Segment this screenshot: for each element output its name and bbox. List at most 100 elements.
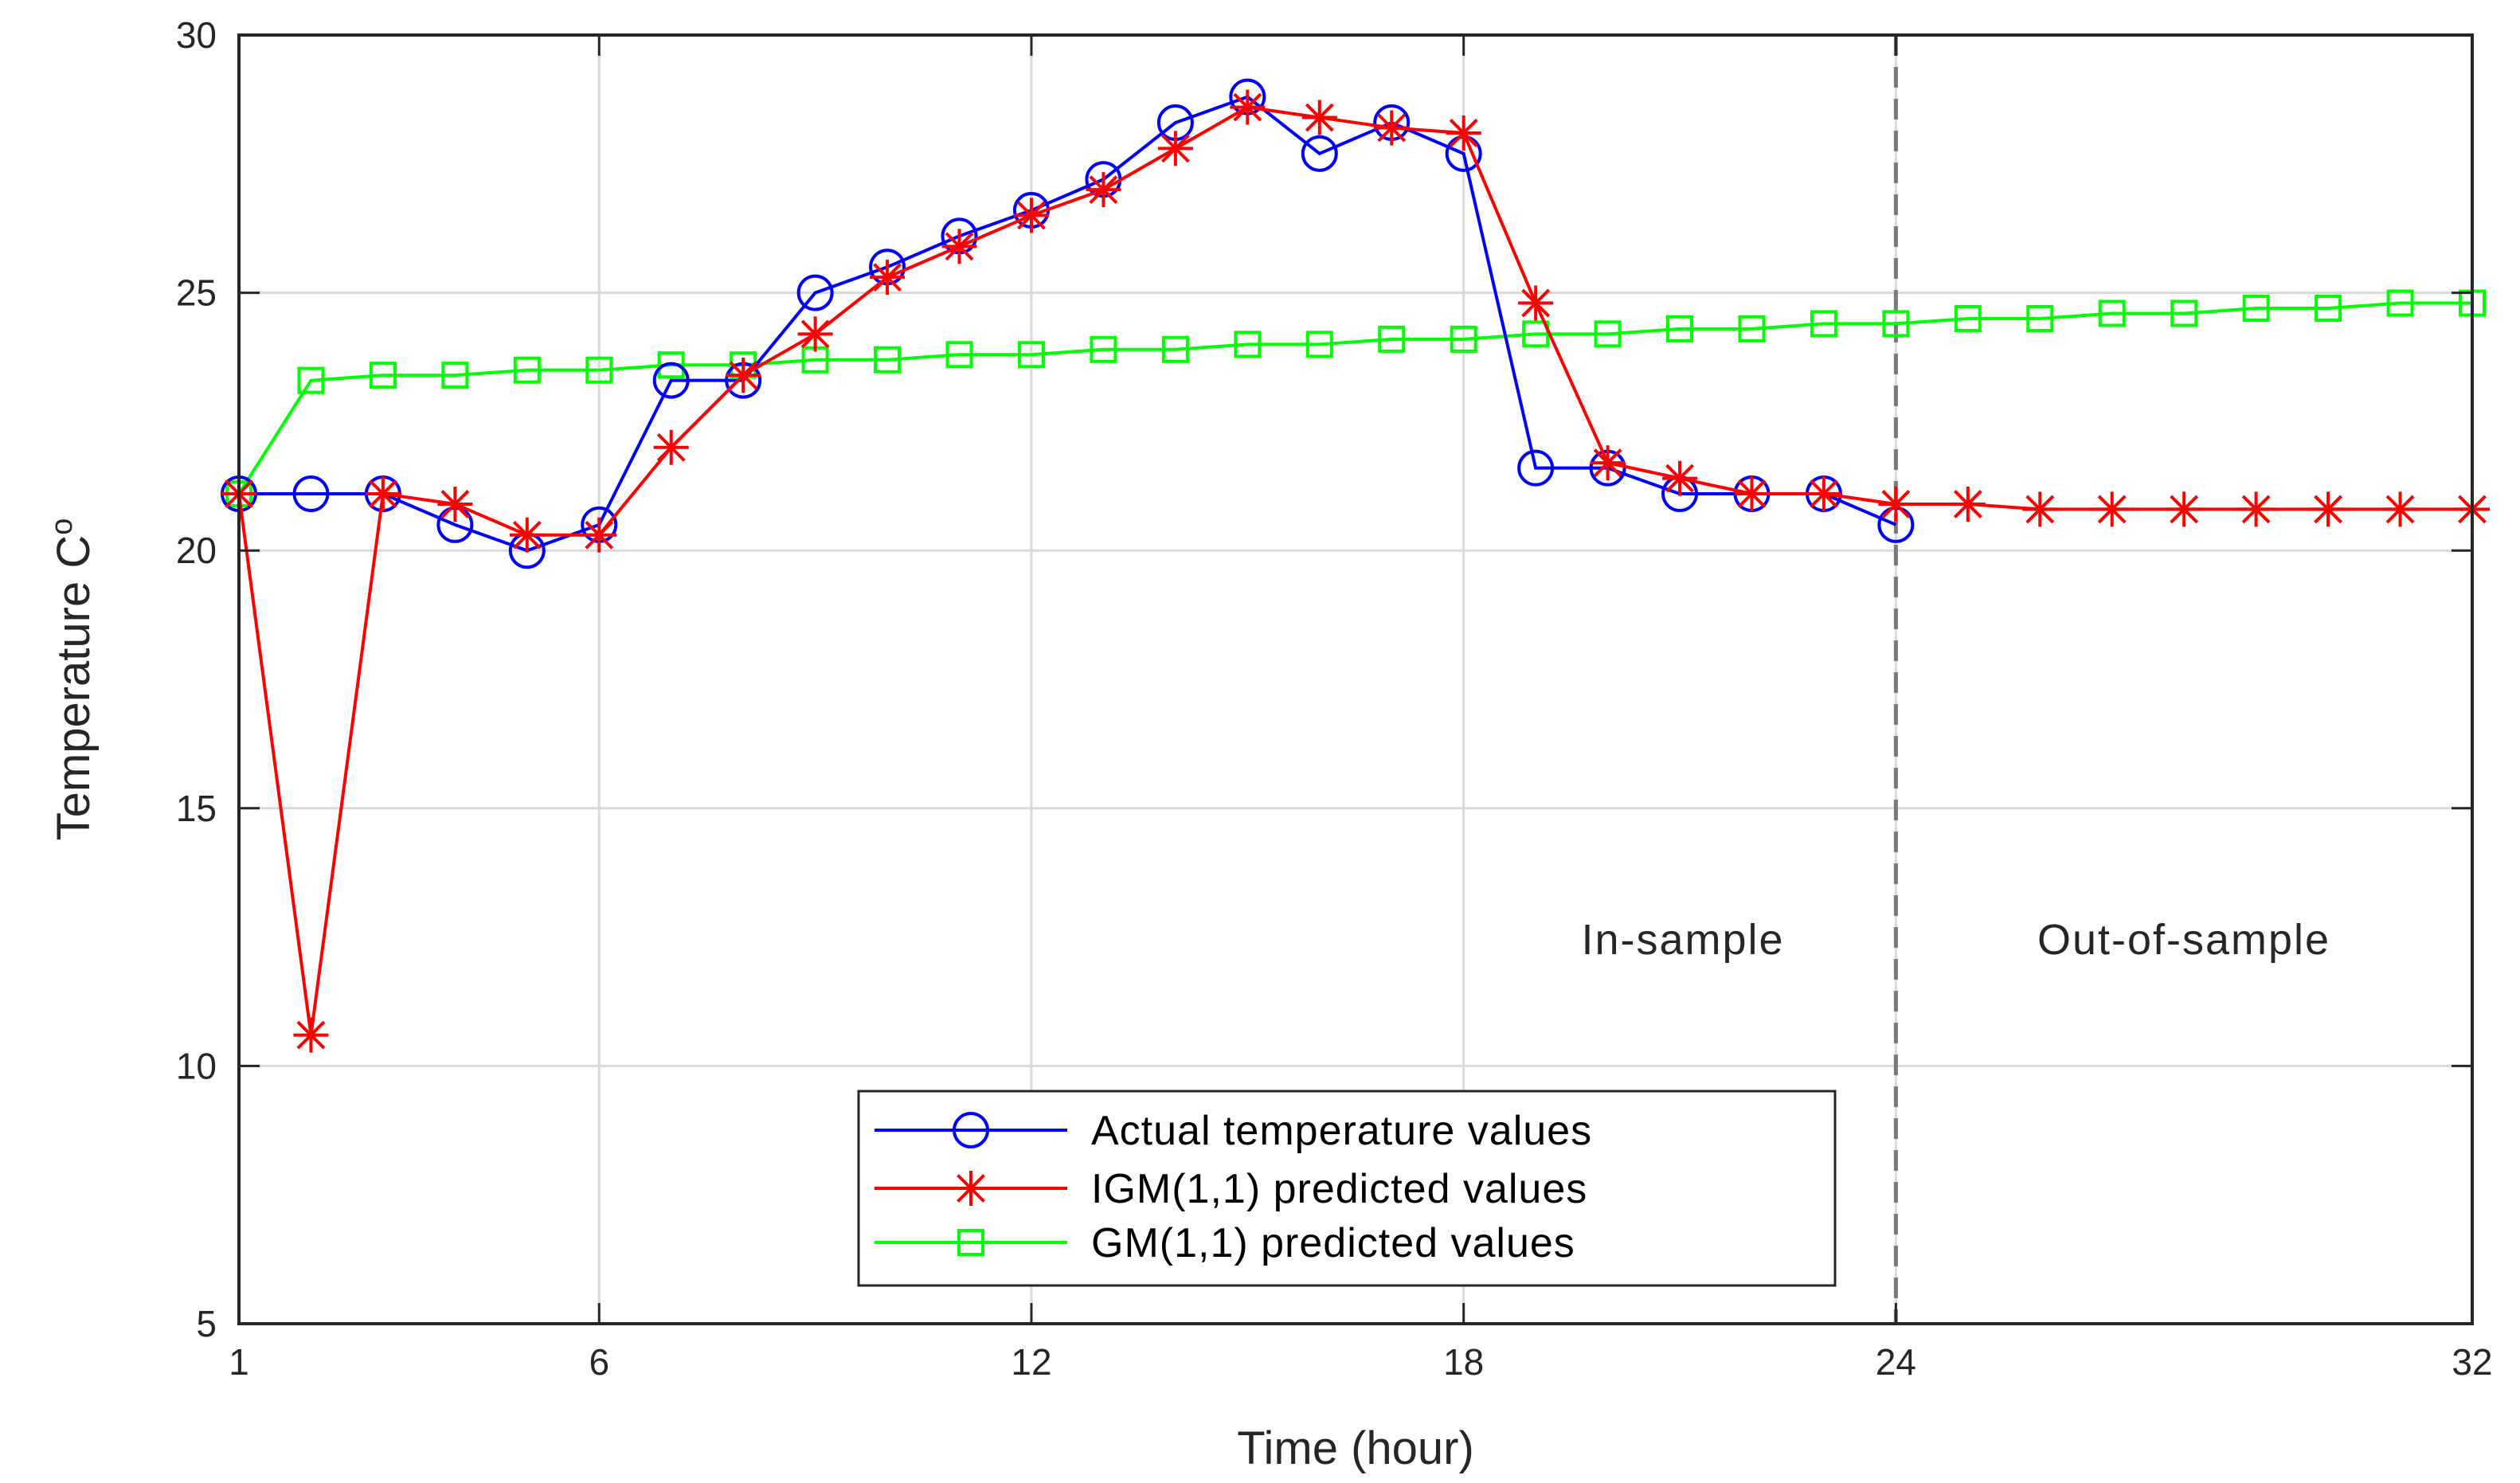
axis-ticks: 1 6 12 18 24 32 5 10 15 20 25 30 [176, 14, 2493, 1383]
data-point [1378, 325, 1406, 353]
data-point [1301, 100, 1337, 135]
legend-marker [953, 1112, 989, 1148]
x-tick-label: 6 [589, 1341, 609, 1383]
series-layer [221, 78, 2490, 1053]
legend-label: Actual temperature values [1091, 1108, 1592, 1154]
y-axis-title-superscript: o [45, 518, 79, 535]
data-point [581, 517, 617, 553]
data-point-stroke [729, 361, 758, 390]
data-point [874, 346, 902, 374]
data-point [2382, 491, 2418, 527]
data-point [1374, 110, 1410, 146]
data-point-stroke [1881, 490, 1911, 518]
data-point [1882, 310, 1910, 338]
data-point [1522, 320, 1550, 348]
y-tick-label: 20 [176, 530, 217, 571]
data-point [1734, 476, 1770, 512]
data-point [797, 316, 833, 352]
data-point [726, 358, 761, 393]
data-point [1738, 315, 1766, 342]
data-point [1594, 320, 1622, 348]
data-point [2238, 491, 2274, 527]
data-point-stroke [656, 432, 686, 462]
data-point-stroke [1233, 92, 1262, 122]
data-point [2098, 299, 2126, 327]
annotation-in-sample: In-sample [1581, 916, 1784, 964]
y-axis-title: Temperature Co [45, 518, 100, 841]
legend: Actual temperature values IGM(1,1) predic… [857, 1090, 1837, 1287]
x-tick-label: 18 [1443, 1341, 1484, 1383]
data-point [585, 356, 613, 384]
data-point [1301, 135, 1338, 172]
data-point [292, 475, 330, 513]
plot-frame [237, 33, 2474, 1325]
data-point [1161, 335, 1189, 363]
data-point-stroke [2314, 495, 2343, 524]
data-point [1090, 335, 1117, 363]
data-point [369, 362, 397, 389]
data-point [1662, 460, 1698, 496]
data-point [1590, 445, 1626, 481]
data-point [1446, 115, 1481, 151]
data-point [365, 476, 401, 512]
data-point [2022, 491, 2058, 527]
data-point [1230, 89, 1266, 125]
data-point [437, 486, 473, 522]
data-point [1954, 304, 1982, 332]
data-point [441, 362, 469, 389]
x-axis-title: Time (hour) [1237, 1422, 1474, 1474]
data-point-stroke [1089, 175, 1118, 205]
data-point-stroke [800, 319, 830, 349]
data-point-stroke [1953, 490, 1982, 518]
y-tick-label: 5 [196, 1303, 217, 1344]
data-point [1086, 172, 1121, 208]
data-point [1157, 131, 1193, 166]
data-point [652, 362, 690, 399]
data-point [2311, 491, 2346, 527]
data-point [870, 260, 906, 295]
data-point [1013, 198, 1049, 233]
data-point-stroke [1160, 134, 1190, 163]
x-tick-label: 1 [229, 1341, 249, 1383]
y-tick-label: 15 [176, 788, 217, 829]
data-point-stroke [368, 479, 397, 508]
data-point [2170, 299, 2198, 327]
legend-marker [953, 1171, 988, 1206]
grid-lines [239, 35, 2472, 1324]
y-axis-title-main: Temperature C [48, 535, 100, 841]
data-point-stroke [1593, 448, 1622, 478]
data-point [1017, 341, 1045, 369]
data-point [509, 517, 545, 553]
data-point-stroke [440, 490, 470, 518]
legend-marker [957, 1229, 984, 1256]
y-tick-label: 30 [176, 14, 217, 56]
data-point-stroke [945, 232, 974, 261]
data-point [2242, 295, 2270, 323]
data-point [2166, 491, 2202, 527]
legend-marker-stroke [957, 1174, 985, 1203]
data-point-stroke [1665, 464, 1694, 493]
data-point [1950, 486, 1986, 522]
data-point-stroke [2385, 495, 2415, 524]
data-point [2315, 295, 2342, 323]
data-point [1234, 331, 1262, 358]
data-point [1305, 331, 1333, 358]
data-point [1806, 476, 1841, 512]
data-point-stroke [1305, 103, 1334, 132]
data-point [1450, 325, 1477, 353]
data-point-stroke [2241, 495, 2271, 524]
data-point [1517, 449, 1555, 487]
data-point [293, 1017, 329, 1053]
x-tick-label: 12 [1011, 1341, 1051, 1383]
y-tick-label: 10 [176, 1045, 217, 1086]
data-point-stroke [1810, 479, 1838, 508]
data-point [513, 356, 541, 384]
data-point [945, 341, 973, 369]
legend-label: IGM(1,1) predicted values [1091, 1166, 1587, 1212]
x-tick-label: 32 [2452, 1341, 2492, 1383]
data-point-stroke [873, 263, 902, 292]
data-point [297, 366, 325, 394]
legend-label: GM(1,1) predicted values [1091, 1220, 1575, 1266]
annotation-out-of-sample: Out-of-sample [2037, 916, 2330, 964]
